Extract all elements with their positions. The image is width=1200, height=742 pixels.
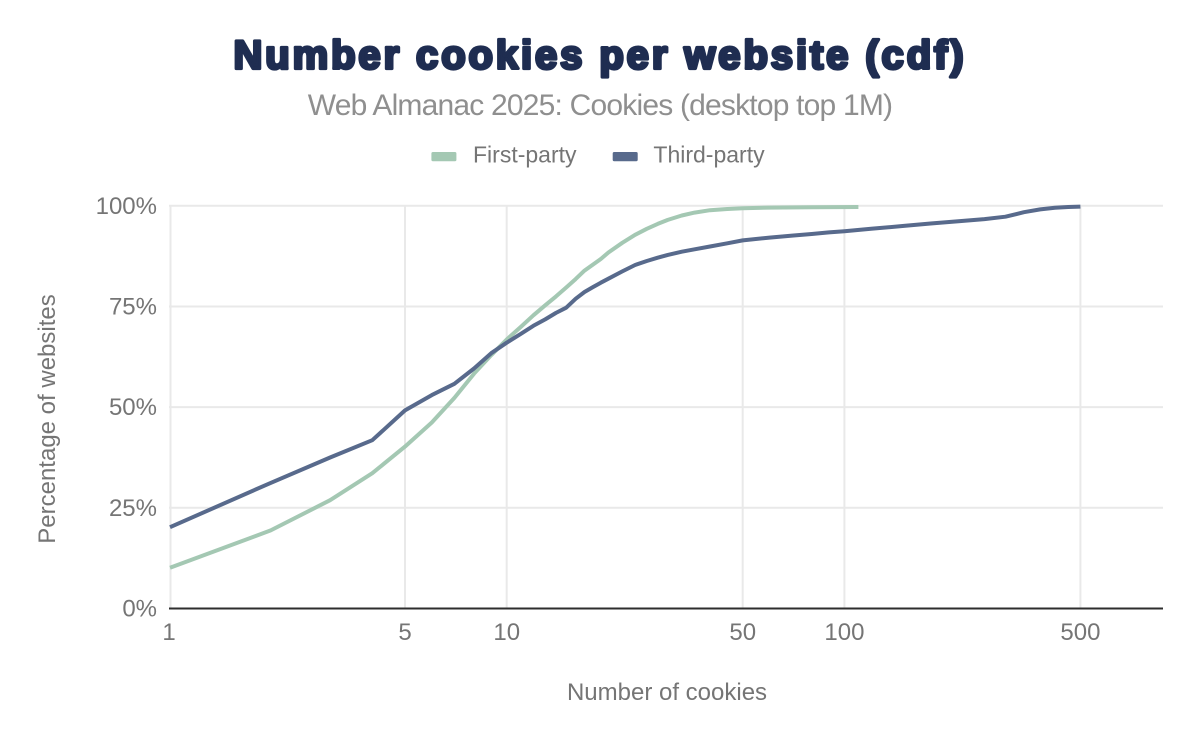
svg-text:1: 1 (162, 619, 175, 646)
svg-text:75%: 75% (109, 294, 157, 321)
svg-text:Percentage of websites: Percentage of websites (34, 294, 61, 543)
svg-text:10: 10 (493, 619, 520, 646)
svg-text:50: 50 (729, 619, 756, 646)
svg-text:100: 100 (824, 619, 864, 646)
svg-text:Web Almanac 2025: Cookies (des: Web Almanac 2025: Cookies (desktop top 1… (308, 89, 893, 122)
svg-text:100%: 100% (96, 193, 157, 220)
svg-text:5: 5 (398, 619, 411, 646)
svg-text:Third-party: Third-party (653, 142, 765, 168)
svg-text:Number of cookies: Number of cookies (567, 679, 767, 706)
svg-text:500: 500 (1060, 619, 1100, 646)
svg-text:50%: 50% (109, 394, 157, 421)
svg-text:0%: 0% (122, 596, 157, 623)
svg-text:First-party: First-party (473, 142, 577, 168)
svg-text:25%: 25% (109, 495, 157, 522)
svg-text:Number cookies per website (cd: Number cookies per website (cdf) (234, 34, 967, 78)
